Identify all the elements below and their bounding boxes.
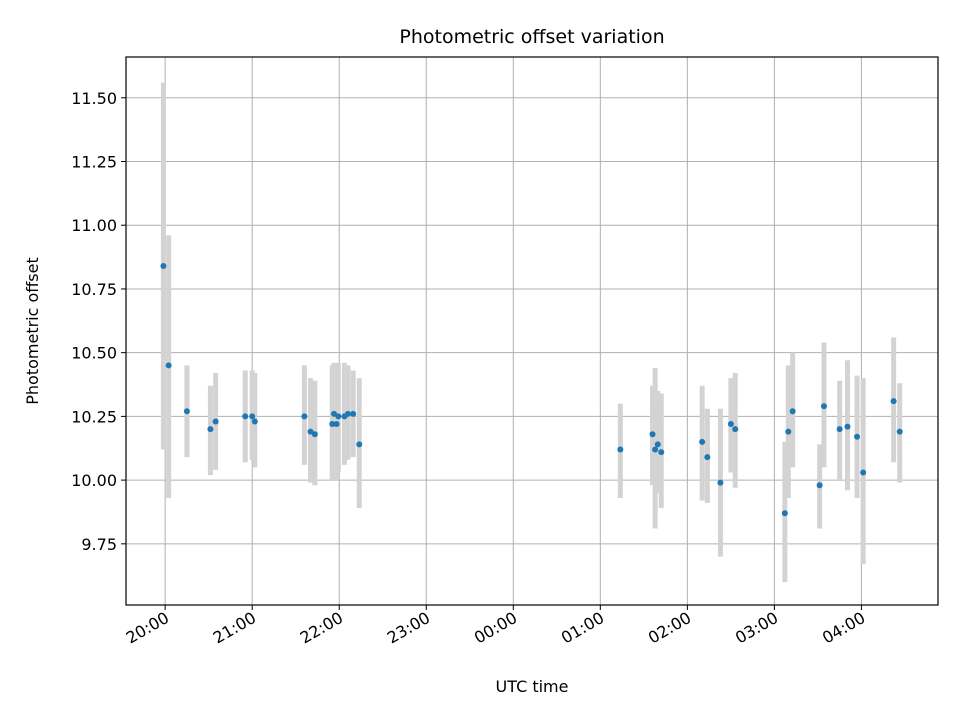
data-point — [732, 426, 739, 433]
data-point — [836, 426, 843, 433]
y-tick-label: 10.50 — [71, 344, 117, 363]
y-axis-ticks: 9.75 10.00 10.25 10.50 10.75 11.00 11.25 11.50 — [71, 89, 126, 554]
y-tick-label: 10.75 — [71, 280, 117, 299]
data-point — [704, 454, 711, 461]
data-point — [207, 426, 214, 433]
data-point — [249, 413, 256, 420]
x-axis-title: UTC time — [496, 677, 569, 696]
plot-frame — [125, 56, 939, 606]
data-point — [301, 413, 308, 420]
data-point — [789, 408, 796, 415]
chart-title: Photometric offset variation — [399, 26, 664, 48]
data-point — [658, 449, 665, 456]
data-point — [727, 421, 734, 428]
data-point — [890, 398, 897, 405]
data-point — [333, 421, 340, 428]
data-point — [699, 438, 706, 445]
y-tick-label: 9.75 — [81, 535, 117, 554]
data-point — [896, 428, 903, 435]
grid — [126, 57, 938, 605]
data-point — [860, 469, 867, 476]
data-point — [160, 263, 167, 270]
data-point — [652, 446, 659, 453]
data-point — [350, 410, 357, 417]
data-point — [183, 408, 190, 415]
data-point — [344, 410, 351, 417]
data-point — [329, 421, 336, 428]
data-point — [356, 441, 363, 448]
y-tick-label: 10.25 — [71, 407, 117, 426]
data-point — [617, 446, 624, 453]
y-tick-label: 11.50 — [71, 89, 117, 108]
data-point — [311, 431, 318, 438]
data-point — [331, 410, 338, 417]
y-tick-label: 11.00 — [71, 216, 117, 235]
data-point — [654, 441, 661, 448]
data-point — [717, 479, 724, 486]
data-point — [242, 413, 249, 420]
data-point — [785, 428, 792, 435]
y-axis-title: Photometric offset — [23, 257, 42, 405]
data-point — [781, 510, 788, 517]
data-point — [251, 418, 258, 425]
data-point — [165, 362, 172, 369]
data-point — [307, 428, 314, 435]
y-tick-label: 11.25 — [71, 153, 117, 172]
data-point — [212, 418, 219, 425]
data-point — [820, 403, 827, 410]
data-point — [816, 482, 823, 489]
data-point — [844, 423, 851, 430]
data-points — [160, 263, 903, 517]
data-point — [335, 413, 342, 420]
y-tick-label: 10.00 — [71, 471, 117, 490]
data-point — [854, 433, 861, 440]
data-point — [649, 431, 656, 438]
